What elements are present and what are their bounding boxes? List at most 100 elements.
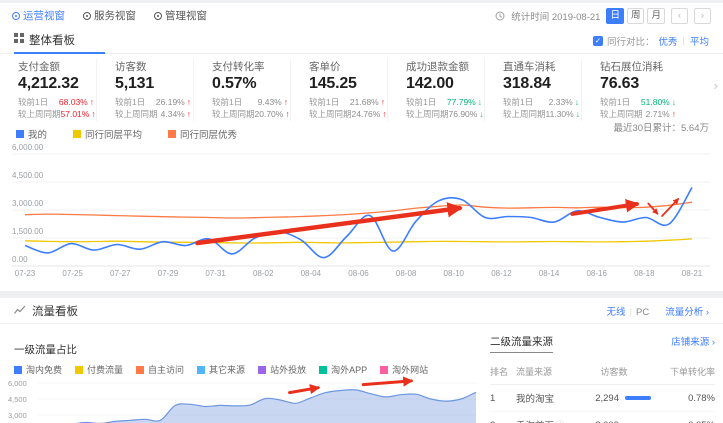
next-button[interactable]: ›	[694, 7, 711, 24]
info-icon[interactable]: ⓘ	[556, 419, 565, 423]
compare-value: 11.30%	[545, 108, 574, 119]
traffic-legend-item-4[interactable]: 站外投放	[258, 363, 306, 376]
kpi-card-0[interactable]: 支付金额 4,212.32 较前1日 68.03% ↑ 较上周同期 57.01%…	[0, 59, 97, 121]
traffic-legend-item-0[interactable]: 淘内免费	[14, 363, 62, 376]
compare-label: 较前1日	[503, 97, 534, 107]
kpi-compare-row: 较前1日 26.19% ↑	[115, 97, 191, 109]
col-visitors: 访客数	[600, 367, 628, 377]
trend-arrow-icon: ↑	[186, 108, 191, 119]
period-button-1[interactable]: 周	[626, 7, 645, 24]
source-more-link[interactable]: 店铺来源 ›	[671, 337, 715, 348]
svg-text:08-14: 08-14	[539, 269, 560, 278]
kpi-card-2[interactable]: 支付转化率 0.57% 较前1日 9.43% ↑ 较上周同期 20.70% ↑	[194, 59, 291, 121]
traffic-legend-item-3[interactable]: 其它来源	[197, 363, 245, 376]
trend-legend-item-0[interactable]: 我的	[16, 127, 47, 141]
traffic-legend-item-2[interactable]: 自主访问	[136, 363, 184, 376]
prev-button[interactable]: ‹	[671, 7, 688, 24]
kpi-card-5[interactable]: 直通车消耗 318.84 较前1日 2.33% ↓ 较上周同期 11.30% ↓	[485, 59, 582, 121]
peer-separator: |	[682, 35, 685, 46]
top-tab-label: 运营视窗	[23, 10, 65, 22]
kpi-name: 钻石展位消耗	[600, 61, 663, 73]
kpi-compare-rows: 较前1日 68.03% ↑ 较上周同期 57.01% ↑	[18, 97, 96, 121]
peer-compare-checkbox[interactable]: ✓	[592, 35, 603, 46]
col-rate: 下单转化率	[669, 367, 715, 377]
top-tab-0[interactable]: 运营视窗	[12, 8, 65, 23]
secondary-source-title[interactable]: 二级流量来源	[490, 334, 553, 353]
period-button-2[interactable]: 月	[647, 7, 665, 24]
top-tab-2[interactable]: 管理视窗	[154, 8, 207, 23]
trend-legend-item-1[interactable]: 同行同层平均	[73, 127, 142, 141]
device-option-pc[interactable]: PC	[635, 306, 650, 318]
kpi-compare-row: 较上周同期 2.71% ↑	[600, 109, 676, 121]
kpi-carousel-next-button[interactable]: ›	[713, 78, 718, 93]
source-table-row-1: 2 手淘首页 ⓘ 2,009 0.05%	[490, 412, 715, 423]
svg-text:4,500: 4,500	[8, 395, 27, 404]
compare-value: 77.79%	[446, 97, 476, 107]
kpi-compare-row: 较上周同期 4.34% ↑	[115, 109, 191, 121]
kpi-compare-row: 较上周同期 57.01% ↑	[18, 108, 96, 121]
legend-label: 淘外网站	[392, 365, 429, 375]
legend-swatch-icon	[258, 365, 267, 374]
traffic-legend-item-5[interactable]: 淘外APP	[319, 363, 367, 376]
legend-label: 淘外APP	[331, 365, 368, 375]
topbar-controls: 统计时间 2019-08-21 日周月 ‹ ›	[495, 7, 711, 24]
kpi-card-3[interactable]: 客单价 145.25 较前1日 21.68% ↑ 较上周同期 24.76% ↑	[291, 59, 388, 121]
compare-label: 较前1日	[600, 97, 631, 107]
visitors-bar	[625, 396, 651, 400]
top-tab-1[interactable]: 服务视窗	[83, 8, 136, 23]
svg-text:3,000: 3,000	[8, 411, 27, 420]
compare-label: 较上周同期	[600, 108, 643, 119]
kpi-compare-row: 较上周同期 76.90% ↓	[406, 108, 484, 121]
source-rate: 0.78%	[688, 392, 715, 404]
source-visitors: 2,009	[575, 420, 619, 423]
kpi-card-6[interactable]: 钻石展位消耗 76.63 较前1日 51.80% ↓ 较上周同期 2.71% ↑	[582, 59, 679, 121]
compare-label: 较上周同期	[115, 108, 158, 119]
kpi-compare-row: 较前1日 21.68% ↑	[309, 97, 385, 109]
compare-label: 较上周同期	[406, 108, 449, 119]
kpi-card-4[interactable]: 成功退款金额 142.00 较前1日 77.79% ↓ 较上周同期 76.90%…	[388, 59, 485, 121]
compare-value: 76.90%	[448, 108, 478, 119]
svg-text:08-02: 08-02	[253, 269, 274, 278]
compare-value: 2.33%	[548, 97, 573, 107]
trend-arrow-icon: ↓	[574, 97, 579, 107]
legend-swatch-icon	[380, 365, 389, 374]
overview-header: 整体看板 ✓ 同行对比： 优秀 | 平均	[0, 28, 723, 54]
compare-label: 较前1日	[212, 97, 243, 107]
kpi-value: 0.57%	[212, 75, 257, 92]
svg-text:6,000: 6,000	[8, 379, 27, 388]
compare-label: 较上周同期	[18, 108, 61, 119]
svg-text:07-23: 07-23	[15, 269, 36, 278]
traffic-analysis-link[interactable]: 流量分析 ›	[665, 306, 709, 318]
period-button-0[interactable]: 日	[606, 7, 624, 24]
svg-text:08-12: 08-12	[491, 269, 512, 278]
peer-option-average[interactable]: 平均	[689, 36, 709, 48]
traffic-header: 流量看板 无线 | PC 流量分析 ›	[0, 298, 723, 324]
device-separator: |	[629, 306, 632, 318]
col-rank: 排名	[490, 367, 509, 377]
traffic-legend-item-1[interactable]: 付费流量	[75, 363, 123, 376]
traffic-legend-item-6[interactable]: 淘外网站	[380, 363, 428, 376]
kpi-value: 4,212.32	[18, 75, 79, 92]
compare-label: 较上周同期	[503, 108, 546, 119]
kpi-value: 76.63	[600, 75, 640, 92]
kpi-card-1[interactable]: 访客数 5,131 较前1日 26.19% ↑ 较上周同期 4.34% ↑	[97, 59, 194, 121]
trend-legend-item-2[interactable]: 同行同层优秀	[168, 127, 237, 141]
device-option-wireless[interactable]: 无线	[606, 306, 626, 318]
tab-overall-board[interactable]: 整体看板	[14, 28, 105, 54]
kpi-compare-row: 较上周同期 11.30% ↓	[503, 108, 580, 121]
trend-arrow-icon: ↑	[380, 97, 385, 107]
stat-date[interactable]: 2019-08-21	[551, 11, 601, 23]
traffic-chart-canvas: 3,000 4,500 6,000	[8, 376, 477, 423]
window-icon	[154, 11, 162, 20]
legend-swatch-icon	[168, 130, 177, 138]
svg-text:08-18: 08-18	[634, 269, 655, 278]
kpi-compare-row: 较前1日 68.03% ↑	[18, 97, 94, 109]
kpi-compare-rows: 较前1日 26.19% ↑ 较上周同期 4.34% ↑	[115, 97, 193, 121]
secondary-source-panel: 二级流量来源 店铺来源 › 排名 流量来源 访客数 下单转化率 1 我的淘宝 2…	[490, 324, 715, 423]
window-icon	[83, 11, 91, 20]
trend-arrow-icon: ↓	[477, 97, 482, 107]
source-rank: 1	[490, 392, 496, 404]
svg-text:4,500.00: 4,500.00	[12, 171, 44, 180]
legend-label: 淘内免费	[26, 365, 63, 375]
peer-option-excellent[interactable]: 优秀	[658, 36, 678, 48]
